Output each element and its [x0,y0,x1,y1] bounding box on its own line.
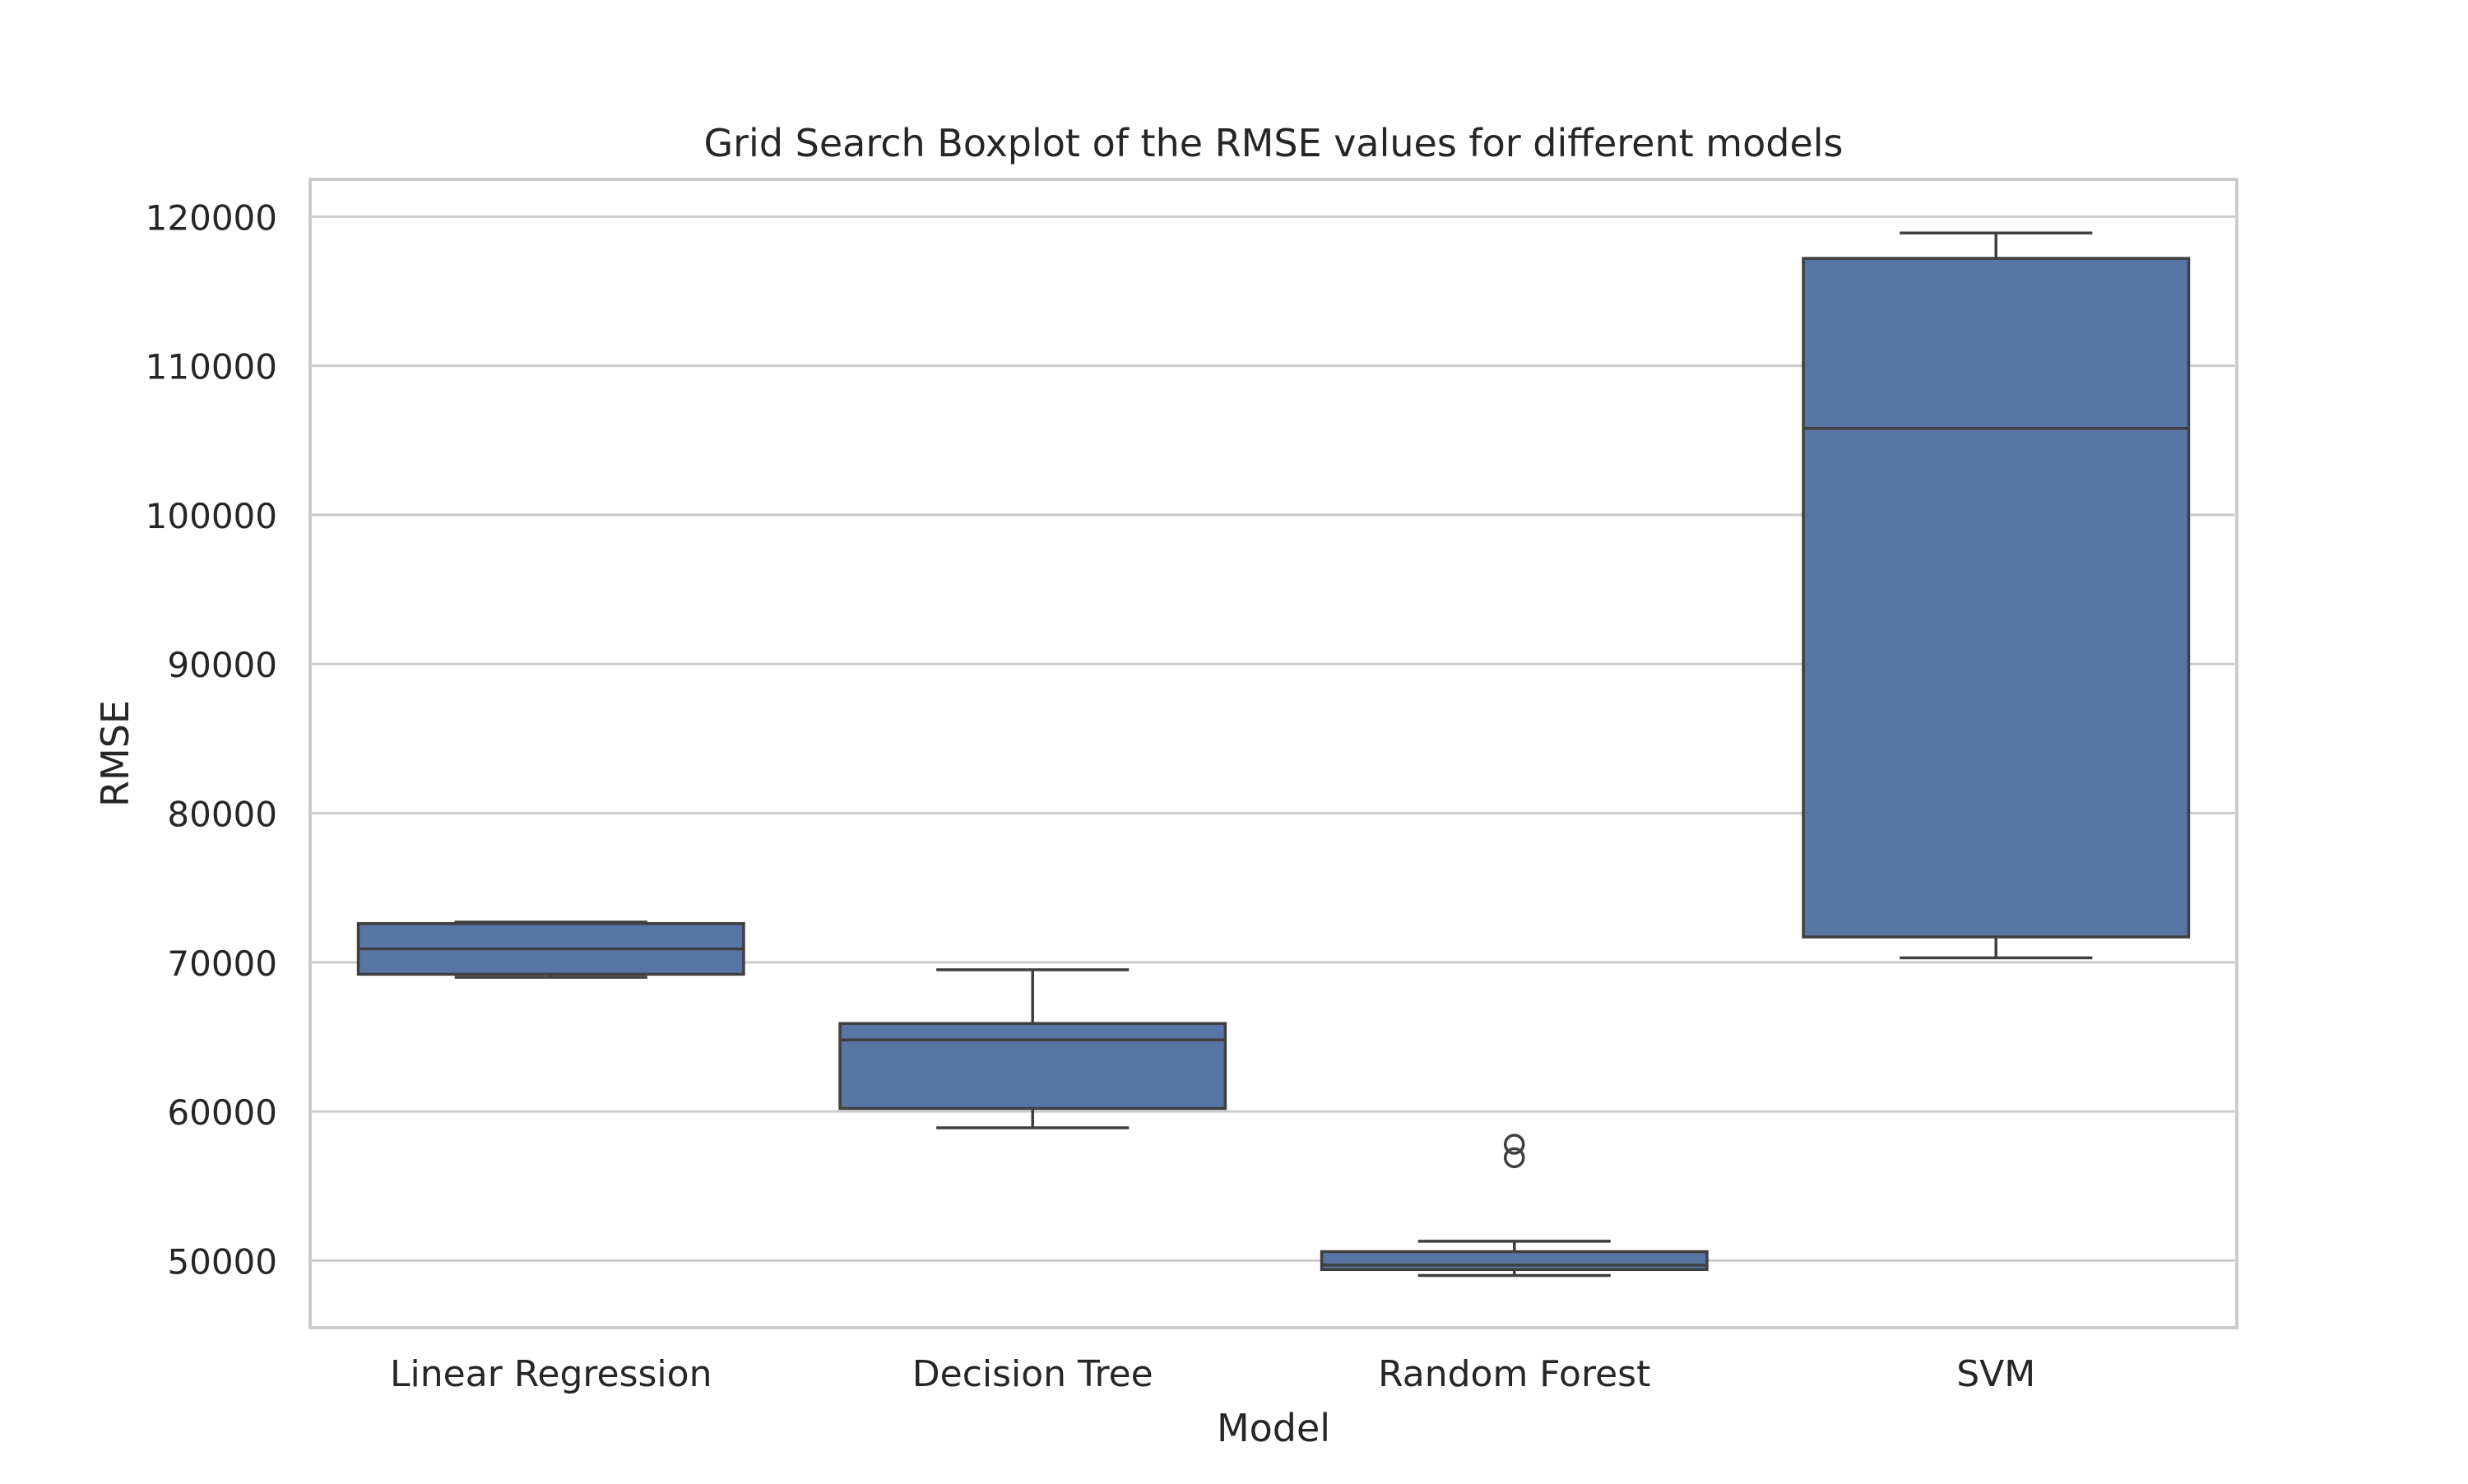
y-tick-label: 50000 [167,1241,277,1282]
outlier-point [1504,1147,1525,1169]
y-axis-ticks: 50000 60000 70000 80000 90000 100000 110000 120… [146,197,277,1282]
chart-title: Grid Search Boxplot of the RMSE values f… [703,121,1843,165]
y-tick-label: 90000 [167,645,277,685]
box-series [356,231,2191,1278]
y-tick-label: 110000 [146,347,277,387]
iqr-box [1802,257,2191,939]
box-linear-regression [356,921,745,979]
y-tick-label: 80000 [167,795,277,835]
y-tick-label: 70000 [167,944,277,984]
box-svm [1802,231,2191,960]
x-axis-ticks: Linear Regression Decision Tree Random For… [390,1353,2035,1395]
x-tick-label: Decision Tree [912,1353,1153,1395]
iqr-box [1320,1250,1709,1272]
iqr-box [838,1022,1227,1111]
y-tick-label: 100000 [146,496,277,536]
plot-frame [308,178,2238,1329]
box-random-forest [1320,1134,1709,1278]
y-tick-label: 60000 [167,1092,277,1133]
x-tick-label: SVM [1956,1353,2035,1395]
x-axis-label: Model [1217,1406,1330,1450]
y-tick-label: 120000 [146,197,277,238]
outlier-point [1504,1134,1525,1155]
y-axis-label: RMSE [93,700,137,807]
x-tick-label: Linear Regression [390,1353,712,1395]
x-tick-label: Random Forest [1378,1353,1650,1395]
box-decision-tree [838,968,1227,1129]
